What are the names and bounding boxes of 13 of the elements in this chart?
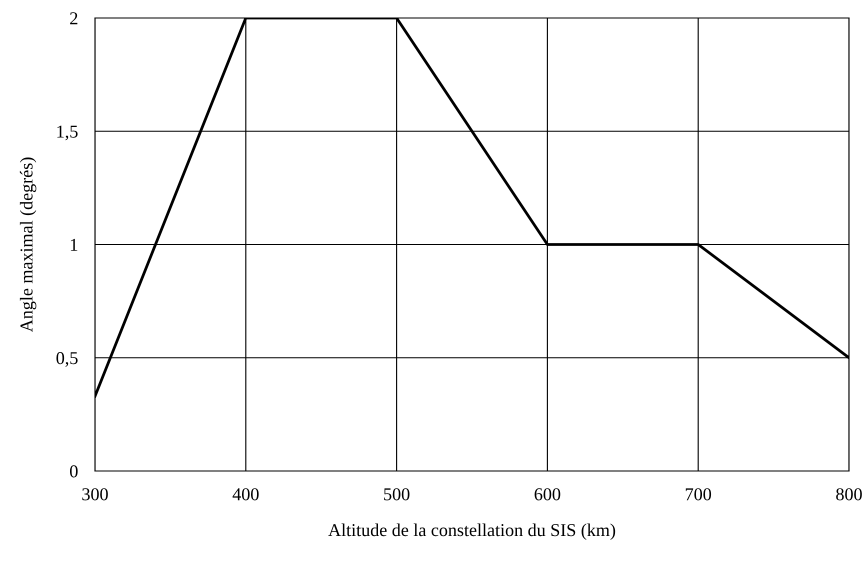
x-tick-label: 600	[534, 488, 560, 500]
x-tick-label: 700	[686, 488, 712, 500]
x-tick-label: 500	[384, 488, 410, 500]
x-tick-label: 800	[836, 488, 862, 500]
x-axis-title: Altitude de la constellation du SIS (km)	[328, 523, 616, 540]
y-tick-label: 1,5	[57, 126, 78, 140]
y-axis-title: Angle maximal (degrés)	[20, 158, 36, 332]
x-tick-label: 400	[232, 488, 259, 500]
y-tick-label: 0,5	[56, 352, 78, 367]
x-tick-label: 300	[82, 488, 108, 500]
y-tick-label: 0	[70, 465, 78, 478]
y-tick-label: 1	[70, 238, 78, 251]
y-tick-label: 2	[70, 12, 78, 24]
